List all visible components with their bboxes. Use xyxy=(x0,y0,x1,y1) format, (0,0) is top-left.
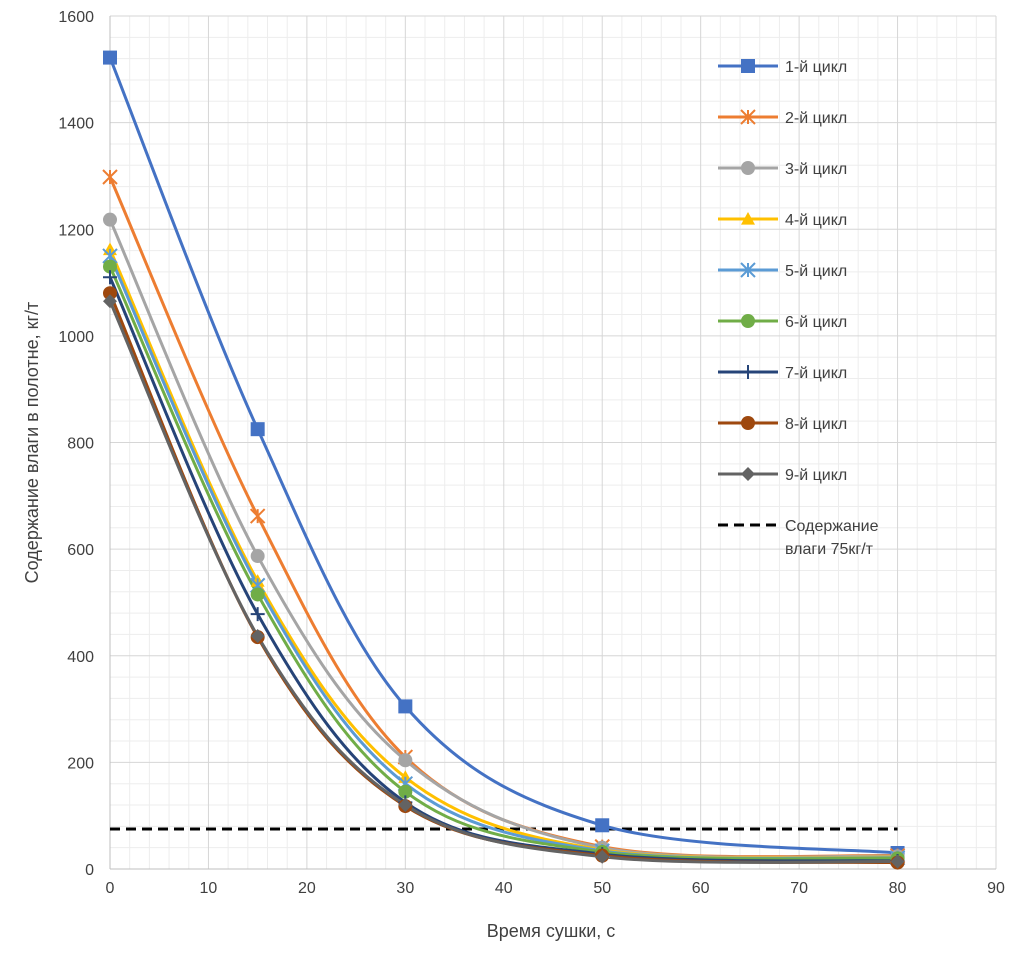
data-point-s1-x15 xyxy=(250,422,265,437)
y-tick-label: 1200 xyxy=(58,222,94,239)
legend-label-5: 5-й цикл xyxy=(785,263,847,280)
legend-marker-7 xyxy=(741,365,755,379)
legend-marker-4 xyxy=(741,212,755,225)
legend-label-7: 7-й цикл xyxy=(785,365,847,382)
data-point-s1-x30 xyxy=(398,699,413,714)
legend-marker-5 xyxy=(740,262,756,278)
y-tick-label: 1400 xyxy=(58,116,94,133)
legend-marker-2 xyxy=(740,109,756,125)
legend-label-6: 6-й цикл xyxy=(785,314,847,331)
data-point-s1-x50 xyxy=(595,818,610,833)
x-tick-label: 80 xyxy=(889,880,907,897)
data-point-s7-x15 xyxy=(250,607,265,622)
x-tick-label: 0 xyxy=(106,880,115,897)
legend-label-reference-line-1: Содержание xyxy=(785,518,879,535)
y-tick-label: 0 xyxy=(85,862,94,879)
legend-label-3: 3-й цикл xyxy=(785,161,847,178)
legend-marker-3 xyxy=(741,161,755,175)
data-point-s3-x30 xyxy=(398,753,413,768)
legend-label-4: 4-й цикл xyxy=(785,212,847,229)
data-point-s2-x15 xyxy=(249,508,266,524)
data-point-s3-x15 xyxy=(250,549,265,564)
legend-marker-8 xyxy=(741,416,755,430)
grid xyxy=(109,15,997,870)
y-tick-label: 200 xyxy=(67,755,94,772)
series-line-1 xyxy=(108,57,898,855)
data-point-s8-x0 xyxy=(103,286,117,301)
x-tick-label: 10 xyxy=(200,880,218,897)
y-axis-title: Содержание влаги в полотне, кг/т xyxy=(22,302,42,584)
legend-label-reference-line-2: влаги 75кг/т xyxy=(785,541,874,558)
y-tick-label: 1600 xyxy=(58,9,94,26)
data-point-s9-x0 xyxy=(103,294,117,309)
legend-label-9: 9-й цикл xyxy=(785,467,847,484)
y-tick-label: 1000 xyxy=(58,329,94,346)
x-tick-label: 50 xyxy=(593,880,611,897)
x-tick-label: 60 xyxy=(692,880,710,897)
data-point-s3-x0 xyxy=(103,212,117,227)
axes: 0 10 20 30 40 50 60 70 80 90 0 200 400 600 800 1000 1200… xyxy=(58,9,1005,897)
data-point-s9-x80 xyxy=(890,854,905,869)
x-tick-label: 30 xyxy=(396,880,414,897)
x-tick-label: 90 xyxy=(987,880,1005,897)
x-tick-label: 40 xyxy=(495,880,513,897)
y-tick-label: 600 xyxy=(67,542,94,559)
legend-marker-6 xyxy=(741,314,755,328)
data-point-s9-x30 xyxy=(398,798,413,813)
x-tick-label: 20 xyxy=(298,880,316,897)
legend-label-8: 8-й цикл xyxy=(785,416,847,433)
legend-marker-1 xyxy=(741,59,755,73)
x-axis-title: Время сушки, с xyxy=(487,921,616,941)
data-point-s9-x15 xyxy=(250,629,265,644)
data-point-s1-x0 xyxy=(103,50,117,65)
x-tick-label: 70 xyxy=(790,880,808,897)
markers-group xyxy=(102,50,906,870)
data-point-s2-x0 xyxy=(102,169,118,185)
legend-label-1: 1-й цикл xyxy=(785,59,847,76)
y-tick-label: 400 xyxy=(67,649,94,666)
data-point-s6-x15 xyxy=(250,587,265,602)
y-tick-label: 800 xyxy=(67,436,94,453)
legend-label-2: 2-й цикл xyxy=(785,110,847,127)
data-point-s9-x50 xyxy=(595,849,610,864)
data-point-s6-x30 xyxy=(398,784,413,799)
data-point-s6-x0 xyxy=(103,259,117,274)
legend-marker-9 xyxy=(741,467,755,481)
data-point-s7-x0 xyxy=(103,270,117,285)
legend: Содержание влаги 75кг/т 1-й цикл 2-й цикл… xyxy=(718,59,879,558)
